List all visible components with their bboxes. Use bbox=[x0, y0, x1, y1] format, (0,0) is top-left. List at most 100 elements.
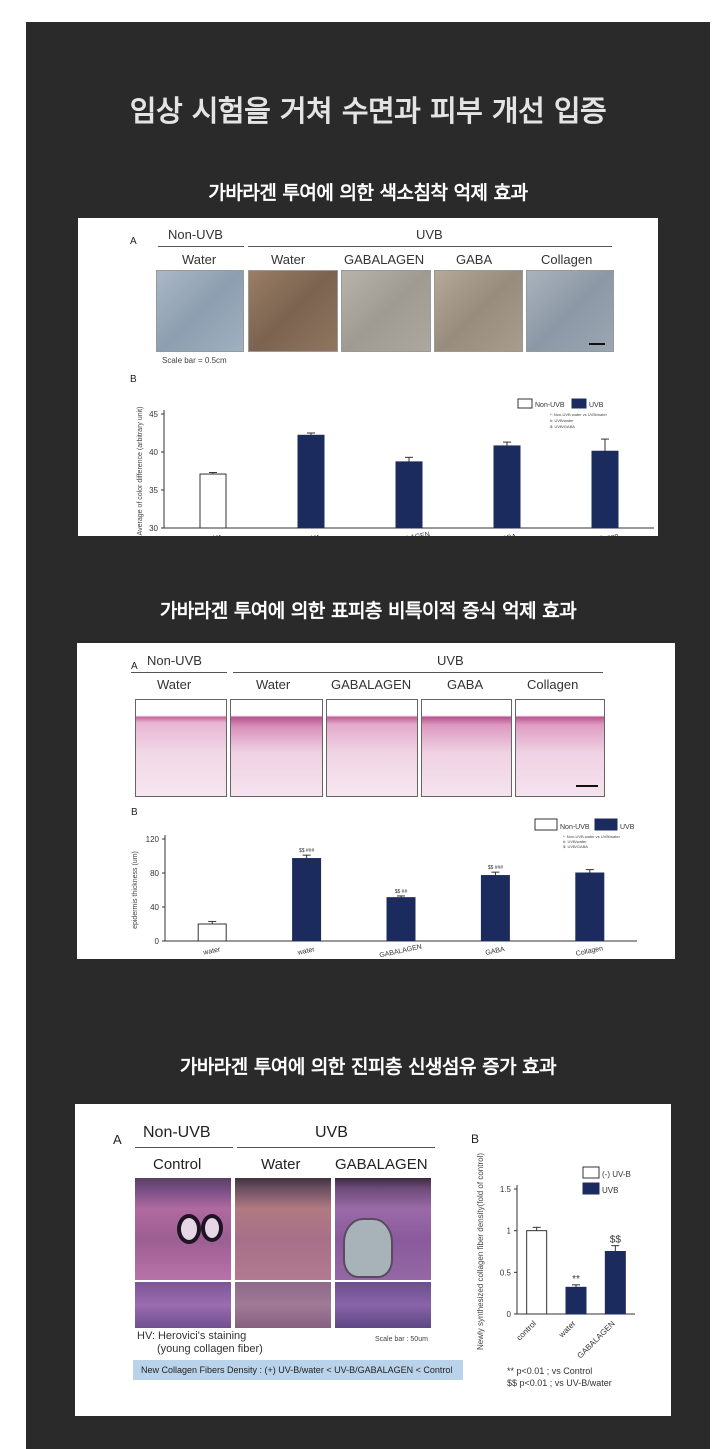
divider-line bbox=[135, 1147, 233, 1148]
x-tick-label: GABALAGEN bbox=[575, 1319, 616, 1360]
y-tick-label: 0 bbox=[507, 1310, 512, 1319]
figure-epidermis: A Non-UVB UVB Water Water GABALAGEN GABA… bbox=[77, 643, 675, 959]
col-label: Water bbox=[261, 1156, 301, 1173]
legend-swatch-non-uvb bbox=[582, 1166, 600, 1179]
y-tick-label: 1.5 bbox=[500, 1185, 512, 1194]
section-title-pigmentation: 가바라겐 투여에 의한 색소침착 억제 효과 bbox=[208, 182, 528, 204]
bar bbox=[604, 1251, 626, 1315]
y-tick-label: 0 bbox=[155, 937, 160, 946]
y-axis-label: Newly synthesized collagen fiber density… bbox=[476, 1153, 485, 1350]
histology-photo bbox=[421, 699, 512, 797]
y-tick-label: 120 bbox=[146, 835, 160, 844]
histology-photo bbox=[235, 1178, 331, 1280]
section-title-collagen: 가바라겐 투여에 의한 진피층 신생섬유 증가 효과 bbox=[179, 1056, 557, 1078]
stat-note: *: Non-UVB water vs UVB/water bbox=[563, 834, 621, 839]
bar bbox=[386, 897, 416, 942]
x-tick-label: water bbox=[301, 533, 321, 536]
significance-mark: $$ bbox=[610, 1235, 622, 1246]
divider-line bbox=[158, 246, 244, 247]
legend-label: (-) UV-B bbox=[602, 1170, 631, 1179]
significance-mark: $$ ### bbox=[488, 865, 504, 871]
y-tick-label: 40 bbox=[150, 903, 159, 912]
legend-swatch-non-uvb bbox=[517, 398, 533, 409]
bar-chart-color-difference: 30 35 40 45 Average of color difference (arb… bbox=[137, 398, 654, 536]
group-label-uvb: UVB bbox=[416, 227, 443, 242]
x-tick-label: water bbox=[296, 946, 316, 957]
legend-label: Non-UVB bbox=[535, 402, 565, 409]
col-label: Water bbox=[271, 252, 306, 267]
bar bbox=[480, 875, 510, 942]
stain-label: (young collagen fiber) bbox=[157, 1343, 263, 1355]
y-tick-label: 1 bbox=[507, 1227, 512, 1236]
scale-bar bbox=[589, 343, 605, 345]
skin-photo bbox=[156, 270, 244, 352]
group-label-non-uvb: Non-UVB bbox=[147, 653, 202, 668]
bar bbox=[565, 1286, 587, 1315]
x-tick-label: GABALAGEN bbox=[379, 944, 423, 959]
footnote: $$ p<0.01 ; vs UV-B/water bbox=[507, 1378, 612, 1388]
y-tick-label: 35 bbox=[149, 486, 158, 495]
bar bbox=[197, 923, 227, 942]
legend-label: UVB bbox=[620, 824, 635, 831]
group-label-uvb: UVB bbox=[315, 1124, 348, 1141]
stat-note: *: Non-UVB water vs UVB/water bbox=[550, 412, 608, 417]
x-tick-label: water bbox=[557, 1319, 578, 1340]
scale-bar bbox=[576, 785, 598, 787]
legend-label: Non-UVB bbox=[560, 824, 590, 831]
col-label: Collagen bbox=[527, 677, 579, 692]
bar bbox=[297, 434, 325, 529]
bar bbox=[395, 461, 423, 529]
col-label: Water bbox=[182, 252, 217, 267]
y-tick-label: 45 bbox=[149, 410, 158, 419]
x-tick-label: water bbox=[203, 533, 223, 536]
legend-swatch-uvb bbox=[594, 818, 618, 831]
y-tick-label: 30 bbox=[149, 524, 158, 533]
histology-photo bbox=[230, 699, 323, 797]
panel-b-label: B bbox=[130, 374, 137, 385]
histology-photo bbox=[135, 1282, 231, 1328]
col-label: GABA bbox=[456, 252, 493, 267]
legend-label: UVB bbox=[589, 402, 604, 409]
hair-follicle bbox=[201, 1214, 223, 1242]
skin-photo bbox=[341, 270, 431, 352]
y-tick-label: 40 bbox=[149, 448, 158, 457]
significance-mark: $$ ### bbox=[299, 848, 315, 854]
bar-chart-epidermis-thickness: 0 40 80 120 epidermis thickness (um) water $$ … bbox=[132, 818, 637, 959]
divider-line bbox=[131, 672, 227, 673]
panel-a-label: A bbox=[131, 661, 138, 672]
y-axis-label: epidermis thickness (um) bbox=[132, 851, 139, 929]
histology-photo bbox=[515, 699, 605, 797]
stat-note: $: UVB/GABA bbox=[563, 844, 588, 849]
stat-note: $: UVB/GABA bbox=[550, 424, 575, 429]
panel-a-label: A bbox=[130, 236, 137, 247]
group-label-non-uvb: Non-UVB bbox=[143, 1124, 211, 1141]
section-title-epidermis: 가바라겐 투여에 의한 표피층 비특이적 증식 억제 효과 bbox=[159, 600, 577, 622]
divider-line bbox=[248, 246, 612, 247]
legend-label: UVB bbox=[602, 1186, 618, 1195]
bar bbox=[493, 445, 521, 529]
legend-swatch-non-uvb bbox=[534, 818, 558, 831]
group-label-uvb: UVB bbox=[437, 653, 464, 668]
collagen-density-caption: New Collagen Fibers Density : (+) UV-B/w… bbox=[133, 1360, 463, 1380]
bar-chart-collagen-density: 0 0.5 1 1.5 Newly synthesized collagen fiber… bbox=[476, 1153, 635, 1360]
skin-photo bbox=[526, 270, 614, 352]
histology-photo bbox=[135, 699, 227, 797]
divider-line bbox=[237, 1147, 435, 1148]
figure-pigmentation: A Non-UVB UVB Water Water GABALAGEN GABA… bbox=[78, 218, 658, 536]
histology-photo bbox=[235, 1282, 331, 1328]
bar bbox=[575, 872, 605, 942]
x-tick-label: Collagen bbox=[591, 533, 620, 536]
stat-note: #: UVB/water bbox=[550, 418, 574, 423]
bar bbox=[292, 858, 322, 942]
skin-photo bbox=[434, 270, 523, 352]
footnote: ** p<0.01 ; vs Control bbox=[507, 1366, 593, 1376]
y-axis-label: Average of color difference (arbitrary u… bbox=[137, 407, 144, 536]
x-tick-label: water bbox=[202, 946, 222, 957]
hair-follicle bbox=[177, 1214, 201, 1244]
group-label-non-uvb: Non-UVB bbox=[168, 227, 223, 242]
bar bbox=[199, 473, 227, 529]
x-tick-label: GABA bbox=[485, 946, 506, 957]
significance-mark: ** bbox=[572, 1274, 580, 1285]
histology-photo bbox=[335, 1282, 431, 1328]
page-title: 임상 시험을 거쳐 수면과 피부 개선 입증 bbox=[129, 94, 607, 128]
